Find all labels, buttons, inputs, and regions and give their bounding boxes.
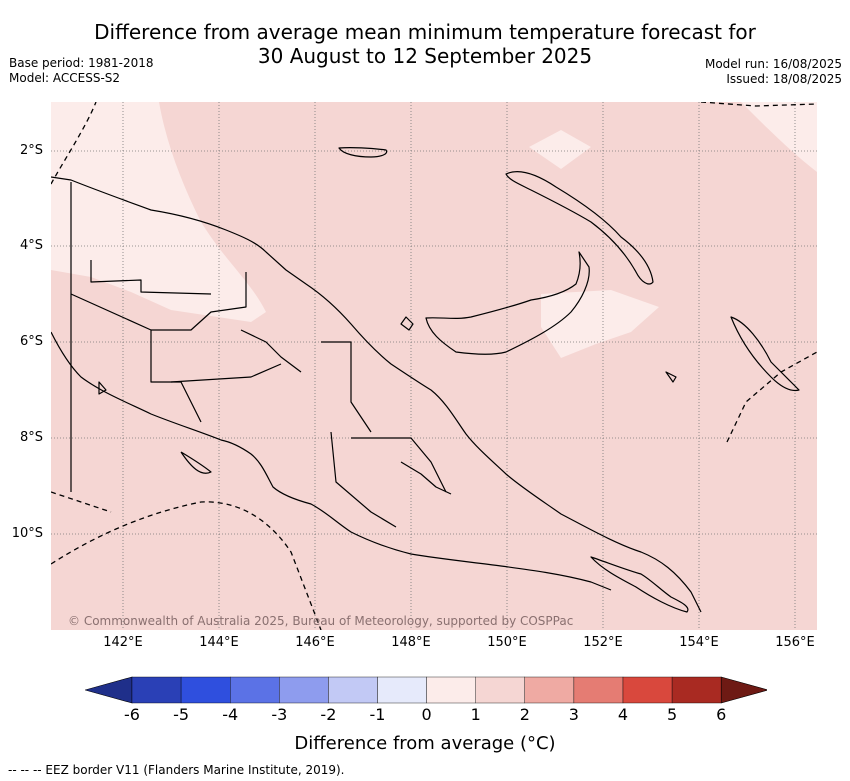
colorbar-tick-label: -1 (369, 705, 386, 724)
model-run: Model run: 16/08/2025 (704, 57, 842, 71)
colorbar-label: Difference from average (°C) (294, 733, 556, 754)
lon-label-142e: 142°E (103, 635, 143, 650)
colorbar-segment (229, 676, 280, 704)
light-area-west (51, 102, 266, 322)
islands-east (665, 371, 677, 383)
colorbar-segment (279, 676, 329, 704)
map-svg (51, 102, 817, 630)
colorbar-tick-label: 3 (568, 705, 579, 724)
new-britain (425, 251, 590, 355)
colorbar-segment (180, 676, 231, 704)
lat-label-6s: 6°S (19, 334, 43, 349)
new-ireland (505, 171, 654, 285)
colorbar-tick-label: 2 (519, 705, 530, 724)
eez-border-west (51, 102, 97, 185)
copyright-notice: © Commonwealth of Australia 2025, Bureau… (68, 614, 574, 628)
lon-label-156e: 156°E (775, 635, 815, 650)
colorbar-tick-label: -3 (271, 705, 288, 724)
province-border-2 (151, 272, 247, 331)
coastlines (51, 147, 800, 613)
colorbar-segment (426, 676, 476, 704)
title-line-1: Difference from average mean minimum tem… (94, 20, 756, 44)
light-area-northeast (741, 102, 817, 172)
colorbar-segment (622, 676, 673, 704)
forecast-map (51, 102, 817, 630)
islands-central (400, 316, 414, 331)
colorbar-tick-label: 6 (716, 705, 727, 724)
colorbar-segment (671, 676, 722, 704)
eez-borders (51, 102, 817, 630)
meta-right: Model run: 16/08/2025 Issued: 18/08/2025 (705, 57, 842, 87)
model-name: Model: ACCESS-S2 (9, 71, 121, 85)
colorbar-svg (83, 676, 770, 704)
manus-island (338, 147, 388, 158)
colorbar-segment (131, 676, 182, 704)
eez-border-south (51, 501, 322, 630)
new-guinea-south-coast (51, 331, 612, 591)
colorbar-tick-label: -2 (320, 705, 337, 724)
colorbar-tick-label: 5 (667, 705, 678, 724)
bougainville (730, 316, 800, 392)
colorbar-tick-label: -4 (222, 705, 239, 724)
province-border-9 (400, 461, 452, 495)
province-border-7 (330, 431, 397, 528)
colorbar (83, 676, 770, 708)
eez-border-east (726, 351, 817, 443)
lon-label-150e: 150°E (487, 635, 527, 650)
colorbar-segment (377, 676, 427, 704)
province-border-5 (170, 363, 282, 383)
colorbar-tick-label: 1 (470, 705, 481, 724)
new-guinea-coast (51, 176, 702, 613)
colorbar-segment (573, 676, 624, 704)
colorbar-tick-label: 4 (617, 705, 629, 724)
colorbar-segment (475, 676, 526, 704)
graticule (51, 102, 817, 630)
colorbar-segment (328, 676, 378, 704)
eez-border-southwest (51, 491, 112, 513)
province-border-1 (70, 293, 202, 423)
colorbar-extend-low (83, 676, 133, 704)
colorbar-extend-high (720, 676, 770, 704)
islands-south-east (590, 556, 689, 613)
chart-title: Difference from average mean minimum tem… (0, 20, 850, 68)
province-border-3 (90, 260, 212, 295)
lon-label-154e: 154°E (679, 635, 719, 650)
light-area-north (529, 130, 591, 169)
lat-label-2s: 2°S (19, 143, 43, 158)
fly-river (180, 451, 212, 474)
light-area-east (541, 290, 659, 358)
colorbar-tick-label: 0 (421, 705, 432, 724)
eez-border-top (700, 102, 817, 107)
province-border-6 (321, 341, 372, 433)
lon-label-146e: 146°E (295, 635, 335, 650)
lat-label-4s: 4°S (19, 238, 43, 253)
base-period: Base period: 1981-2018 (9, 56, 154, 70)
lon-label-152e: 152°E (583, 635, 623, 650)
meta-left: Base period: 1981-2018 Model: ACCESS-S2 (9, 56, 154, 86)
colorbar-tick-label: -6 (124, 705, 140, 724)
title-line-2: 30 August to 12 September 2025 (257, 44, 593, 68)
province-border-4 (240, 329, 302, 373)
issued-date: Issued: 18/08/2025 (726, 72, 842, 86)
colorbar-tick-label: -5 (173, 705, 190, 724)
province-border-8 (351, 437, 447, 493)
lon-label-144e: 144°E (199, 635, 239, 650)
lon-label-148e: 148°E (391, 635, 431, 650)
eez-footnote: -- -- -- EEZ border V11 (Flanders Marine… (8, 763, 345, 777)
lat-label-10s: 10°S (11, 526, 43, 541)
lat-label-8s: 8°S (19, 430, 43, 445)
colorbar-segment (524, 676, 575, 704)
islands-west (98, 381, 107, 395)
